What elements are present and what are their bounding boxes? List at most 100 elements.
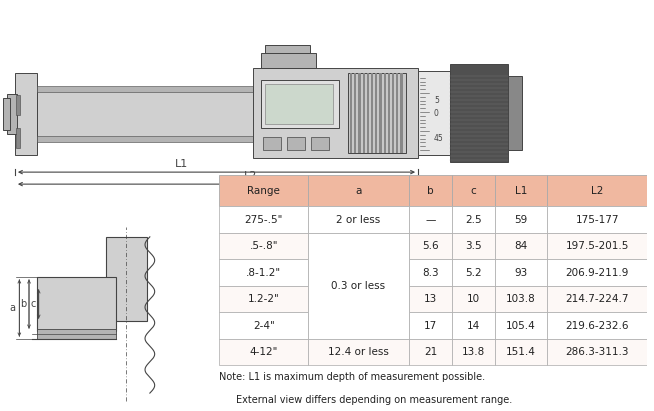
Bar — [348, 73, 406, 153]
Text: 206.9-211.9: 206.9-211.9 — [566, 268, 629, 278]
Bar — [495, 206, 547, 233]
Text: .8-1.2": .8-1.2" — [246, 268, 281, 278]
Text: Range: Range — [247, 186, 280, 196]
Text: 45: 45 — [434, 134, 444, 143]
Bar — [396, 73, 398, 153]
Text: 93: 93 — [514, 268, 528, 278]
Bar — [308, 312, 409, 339]
Bar — [308, 233, 409, 339]
Bar — [508, 76, 522, 150]
Text: External view differs depending on measurement range.: External view differs depending on measu… — [236, 395, 513, 405]
Text: 10: 10 — [467, 294, 480, 304]
Text: 286.3-311.3: 286.3-311.3 — [566, 347, 629, 357]
Text: 5.6: 5.6 — [422, 241, 439, 251]
Text: Note: L1 is maximum depth of measurement possible.: Note: L1 is maximum depth of measurement… — [219, 372, 485, 382]
Bar — [547, 175, 647, 206]
Bar — [311, 137, 329, 150]
Bar — [16, 128, 20, 148]
Bar — [37, 90, 255, 138]
Text: 2-4": 2-4" — [253, 321, 275, 330]
Bar — [379, 73, 381, 153]
Text: a: a — [10, 303, 16, 313]
Text: 12.4 or less: 12.4 or less — [328, 347, 389, 357]
Text: 151.4: 151.4 — [506, 347, 536, 357]
Bar — [452, 339, 495, 365]
Bar — [388, 73, 390, 153]
Text: 5: 5 — [434, 96, 439, 104]
Bar — [354, 73, 356, 153]
Bar — [547, 339, 647, 365]
Bar — [547, 206, 647, 233]
Bar — [495, 175, 547, 206]
Text: 275-.5": 275-.5" — [245, 215, 283, 225]
Text: 197.5-201.5: 197.5-201.5 — [566, 241, 629, 251]
Text: 14: 14 — [467, 321, 480, 330]
Bar — [261, 53, 316, 68]
Bar — [287, 137, 305, 150]
Bar — [371, 73, 373, 153]
Text: c: c — [471, 186, 476, 196]
Bar — [265, 84, 333, 124]
Text: 59: 59 — [514, 215, 528, 225]
Bar — [384, 73, 386, 153]
Bar — [253, 68, 418, 158]
Bar — [452, 206, 495, 233]
Bar — [400, 73, 403, 153]
Text: L2: L2 — [591, 186, 604, 196]
Bar — [409, 206, 452, 233]
Bar — [409, 175, 452, 206]
Bar — [547, 233, 647, 259]
Bar — [308, 206, 409, 233]
Bar — [308, 286, 409, 312]
Bar — [409, 312, 452, 339]
Text: 214.7-224.7: 214.7-224.7 — [566, 294, 629, 304]
Text: 84: 84 — [514, 241, 528, 251]
Bar — [409, 286, 452, 312]
Bar — [308, 339, 409, 365]
Bar — [358, 73, 360, 153]
Bar — [495, 259, 547, 286]
Bar — [495, 312, 547, 339]
Bar — [15, 73, 37, 155]
Bar — [219, 206, 308, 233]
Text: L2: L2 — [245, 171, 258, 181]
Bar — [37, 86, 255, 92]
Bar — [392, 73, 394, 153]
Bar — [362, 73, 365, 153]
Bar — [37, 277, 116, 331]
Bar — [261, 80, 339, 128]
Text: 13.8: 13.8 — [462, 347, 485, 357]
Bar — [409, 233, 452, 259]
Text: 0: 0 — [434, 109, 439, 118]
Text: 2.5: 2.5 — [465, 215, 482, 225]
Text: L1: L1 — [515, 186, 527, 196]
Bar — [219, 175, 308, 206]
Bar — [3, 98, 10, 130]
Bar — [308, 175, 409, 206]
Text: b: b — [20, 299, 26, 309]
Bar — [547, 286, 647, 312]
Text: —: — — [425, 215, 436, 225]
Bar — [452, 312, 495, 339]
Text: 8.3: 8.3 — [422, 268, 439, 278]
Text: 17: 17 — [424, 321, 437, 330]
Bar — [219, 339, 308, 365]
Bar — [107, 237, 147, 321]
Bar — [367, 73, 369, 153]
Bar — [418, 71, 450, 155]
Text: 3.5: 3.5 — [465, 241, 482, 251]
Bar — [452, 233, 495, 259]
Text: L1: L1 — [175, 159, 188, 169]
Bar — [219, 259, 308, 286]
Bar — [547, 259, 647, 286]
Text: 4-12": 4-12" — [249, 347, 278, 357]
Text: a: a — [355, 186, 362, 196]
Text: 219.6-232.6: 219.6-232.6 — [566, 321, 629, 330]
Bar — [375, 73, 377, 153]
Bar — [7, 94, 17, 134]
Text: 5.2: 5.2 — [465, 268, 482, 278]
Text: 0.3 or less: 0.3 or less — [332, 281, 386, 291]
Text: b: b — [427, 186, 434, 196]
Bar — [409, 339, 452, 365]
Bar — [16, 95, 20, 115]
